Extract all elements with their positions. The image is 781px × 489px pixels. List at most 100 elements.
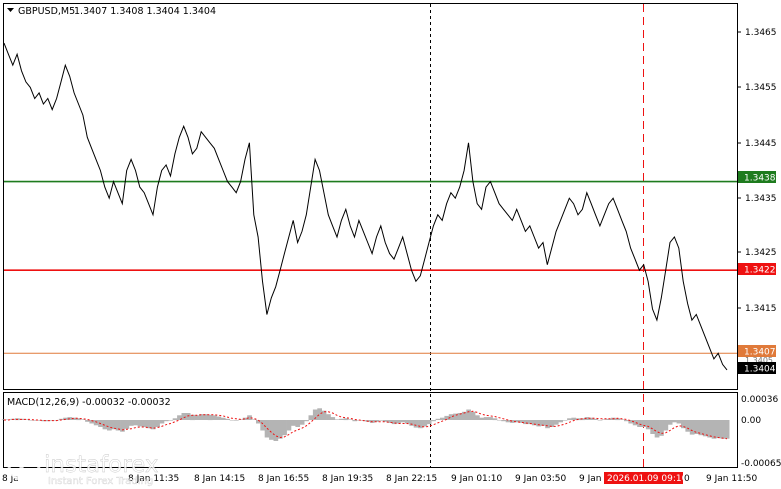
macd-bar (216, 416, 222, 420)
macd-bar (602, 419, 607, 420)
time-label: 8 Jan 16:55 (258, 474, 309, 484)
brand-arrow-icon (15, 456, 33, 474)
macd-bar (409, 420, 414, 426)
macd-bar (71, 417, 77, 420)
macd-bar (374, 420, 379, 422)
macd-bar (659, 420, 664, 436)
macd-bar (562, 420, 568, 421)
macd-bar (67, 417, 73, 420)
macd-bar (89, 420, 95, 424)
macd-bar (689, 420, 695, 435)
macd-bar (124, 420, 130, 429)
macd-bar (540, 420, 546, 426)
macd-bar (444, 415, 450, 420)
macd-bar (431, 420, 436, 422)
macd-bar (597, 420, 603, 421)
macd-bar (299, 420, 305, 425)
macd-axis: 0.00036 0.00 -0.00065 (741, 395, 781, 469)
brand-name: instaforex (44, 452, 159, 478)
macd-bar (207, 414, 213, 421)
macd-bar (571, 417, 577, 420)
macd-bar (312, 409, 318, 420)
macd-bar (203, 414, 209, 420)
macd-bar (645, 420, 651, 430)
time-label: 8 Jan 11:35 (128, 474, 179, 484)
macd-bar (387, 420, 393, 423)
macd-bar (716, 420, 721, 439)
macd-bar (453, 413, 458, 420)
macd-bar (624, 420, 629, 422)
macd-bar (681, 420, 686, 429)
macd-bar (190, 414, 195, 421)
macd-bar (36, 420, 42, 421)
macd-bar (470, 411, 476, 420)
macd-bar (102, 420, 108, 430)
red-level-badge (738, 263, 776, 275)
macd-bar (229, 420, 235, 421)
macd-bar (295, 420, 301, 427)
macd-bar (256, 420, 261, 424)
macd-bar (269, 420, 274, 440)
macd-bar (663, 420, 669, 431)
macd-bar (545, 420, 550, 429)
macd-bar (234, 420, 239, 421)
macd-bar (277, 420, 283, 439)
macd-bar (348, 419, 353, 420)
macd-bar (422, 420, 428, 427)
macd-bar (720, 420, 726, 439)
macd-bar (510, 420, 515, 423)
macd-bar (220, 417, 226, 420)
macd-bar (286, 420, 292, 431)
red-level-badge-text: 1.3422 (744, 266, 776, 276)
macd-bar (497, 420, 502, 421)
symbol-label: GBPUSD,M5 (18, 6, 75, 17)
macd-bar (308, 415, 314, 420)
macd-bar (505, 420, 511, 423)
macd-bar (672, 420, 677, 423)
macd-bar (391, 420, 397, 425)
brand-mark-icon (7, 448, 41, 482)
macd-bar (685, 420, 691, 432)
time-label: 9 Jan (579, 474, 601, 484)
bid-badge (738, 345, 776, 357)
macd-bar (85, 420, 90, 422)
macd-bar (41, 420, 46, 422)
macd-bar (163, 420, 169, 422)
macd-bar (177, 415, 182, 420)
time-label: 8 Jan 14:15 (194, 474, 245, 484)
macd-bar (242, 417, 248, 420)
macd-label: MACD(12,26,9) -0.00032 -0.00032 (7, 397, 171, 408)
macd-bar (418, 420, 423, 429)
macd-bar (488, 417, 493, 420)
macd-bar (558, 420, 563, 423)
macd-bar (247, 415, 252, 420)
macd-bar (80, 419, 86, 420)
macd-panel-frame (3, 392, 738, 468)
macd-bar (641, 420, 647, 427)
macd-bar (212, 415, 217, 420)
macd-bar (120, 420, 125, 432)
macd-bar (461, 411, 467, 420)
macd-bar (172, 418, 178, 421)
macd-bar (553, 420, 559, 425)
price-tick: 1.3425 (745, 248, 777, 258)
macd-bar (426, 420, 432, 425)
macd-bar (694, 420, 699, 434)
macd-bar (536, 420, 542, 427)
triangle-down-icon[interactable] (7, 8, 14, 12)
price-axis: 1.3465 1.3455 1.3445 1.3435 1.3425 1.341… (737, 28, 777, 365)
macd-bar (615, 418, 620, 421)
price-tick: 1.3405 (745, 356, 773, 365)
brand-tagline: Instant Forex Trading (48, 476, 153, 487)
macd-bar (637, 420, 642, 427)
macd-bar (707, 420, 712, 438)
macd-bar (440, 417, 445, 420)
macd-bar (435, 418, 441, 420)
macd-bar (273, 420, 279, 441)
macd-bar (181, 413, 187, 420)
price-tick: 1.3455 (745, 83, 777, 93)
instaforex-logo: instaforex Instant Forex Trading (7, 448, 159, 487)
macd-bar (260, 420, 265, 431)
macd-bar (589, 417, 594, 420)
